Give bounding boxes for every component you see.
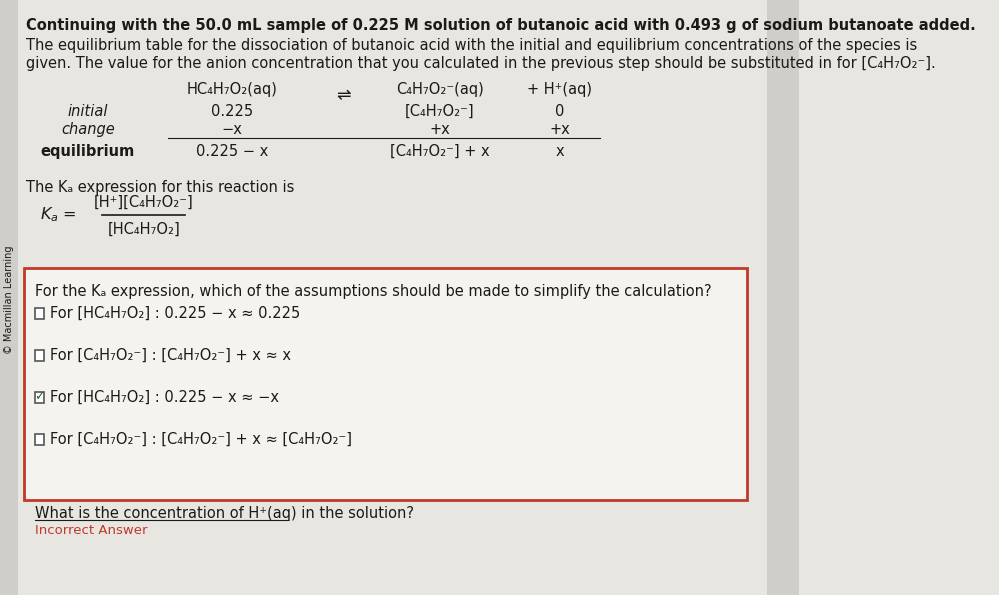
Text: x: x bbox=[555, 144, 564, 159]
Text: ✓: ✓ bbox=[34, 390, 44, 403]
Text: given. The value for the anion concentration that you calculated in the previous: given. The value for the anion concentra… bbox=[26, 56, 935, 71]
FancyBboxPatch shape bbox=[35, 349, 44, 361]
Text: © Macmillan Learning: © Macmillan Learning bbox=[4, 246, 14, 354]
Text: −x: −x bbox=[222, 122, 243, 137]
Text: For [HC₄H₇O₂] : 0.225 − x ≈ −x: For [HC₄H₇O₂] : 0.225 − x ≈ −x bbox=[50, 390, 279, 405]
Text: For the Kₐ expression, which of the assumptions should be made to simplify the c: For the Kₐ expression, which of the assu… bbox=[35, 284, 712, 299]
Text: What is the concentration of H⁺(aq) in the solution?: What is the concentration of H⁺(aq) in t… bbox=[35, 506, 415, 521]
FancyBboxPatch shape bbox=[35, 392, 44, 402]
Text: 0.225 − x: 0.225 − x bbox=[196, 144, 268, 159]
Text: [H⁺][C₄H₇O₂⁻]: [H⁺][C₄H₇O₂⁻] bbox=[94, 195, 194, 209]
Text: For [HC₄H₇O₂] : 0.225 − x ≈ 0.225: For [HC₄H₇O₂] : 0.225 − x ≈ 0.225 bbox=[50, 305, 300, 321]
FancyBboxPatch shape bbox=[0, 0, 18, 595]
Text: For [C₄H₇O₂⁻] : [C₄H₇O₂⁻] + x ≈ [C₄H₇O₂⁻]: For [C₄H₇O₂⁻] : [C₄H₇O₂⁻] + x ≈ [C₄H₇O₂⁻… bbox=[50, 431, 352, 446]
Text: The Kₐ expression for this reaction is: The Kₐ expression for this reaction is bbox=[26, 180, 294, 195]
FancyBboxPatch shape bbox=[35, 308, 44, 318]
Text: equilibrium: equilibrium bbox=[41, 144, 135, 159]
Text: [HC₄H₇O₂]: [HC₄H₇O₂] bbox=[108, 221, 180, 236]
FancyBboxPatch shape bbox=[767, 0, 798, 595]
Text: Continuing with the 50.0 mL sample of 0.225 M solution of butanoic acid with 0.4: Continuing with the 50.0 mL sample of 0.… bbox=[26, 18, 975, 33]
Text: ⇌: ⇌ bbox=[337, 86, 351, 104]
Text: +x: +x bbox=[549, 122, 570, 137]
Text: $K_a$ =: $K_a$ = bbox=[40, 206, 77, 224]
FancyBboxPatch shape bbox=[24, 268, 746, 500]
Text: Incorrect Answer: Incorrect Answer bbox=[35, 524, 148, 537]
Text: For [C₄H₇O₂⁻] : [C₄H₇O₂⁻] + x ≈ x: For [C₄H₇O₂⁻] : [C₄H₇O₂⁻] + x ≈ x bbox=[50, 347, 291, 362]
Text: change: change bbox=[61, 122, 115, 137]
Text: The equilibrium table for the dissociation of butanoic acid with the initial and: The equilibrium table for the dissociati… bbox=[26, 38, 917, 53]
Text: 0: 0 bbox=[555, 104, 564, 119]
Text: +x: +x bbox=[430, 122, 451, 137]
FancyBboxPatch shape bbox=[35, 434, 44, 444]
Text: + H⁺(aq): + H⁺(aq) bbox=[527, 82, 592, 97]
Text: [C₄H₇O₂⁻]: [C₄H₇O₂⁻] bbox=[405, 104, 475, 119]
Text: HC₄H₇O₂(aq): HC₄H₇O₂(aq) bbox=[187, 82, 278, 97]
Text: initial: initial bbox=[68, 104, 108, 119]
Text: [C₄H₇O₂⁻] + x: [C₄H₇O₂⁻] + x bbox=[390, 144, 490, 159]
Text: C₄H₇O₂⁻(aq): C₄H₇O₂⁻(aq) bbox=[396, 82, 484, 97]
Text: 0.225: 0.225 bbox=[211, 104, 253, 119]
